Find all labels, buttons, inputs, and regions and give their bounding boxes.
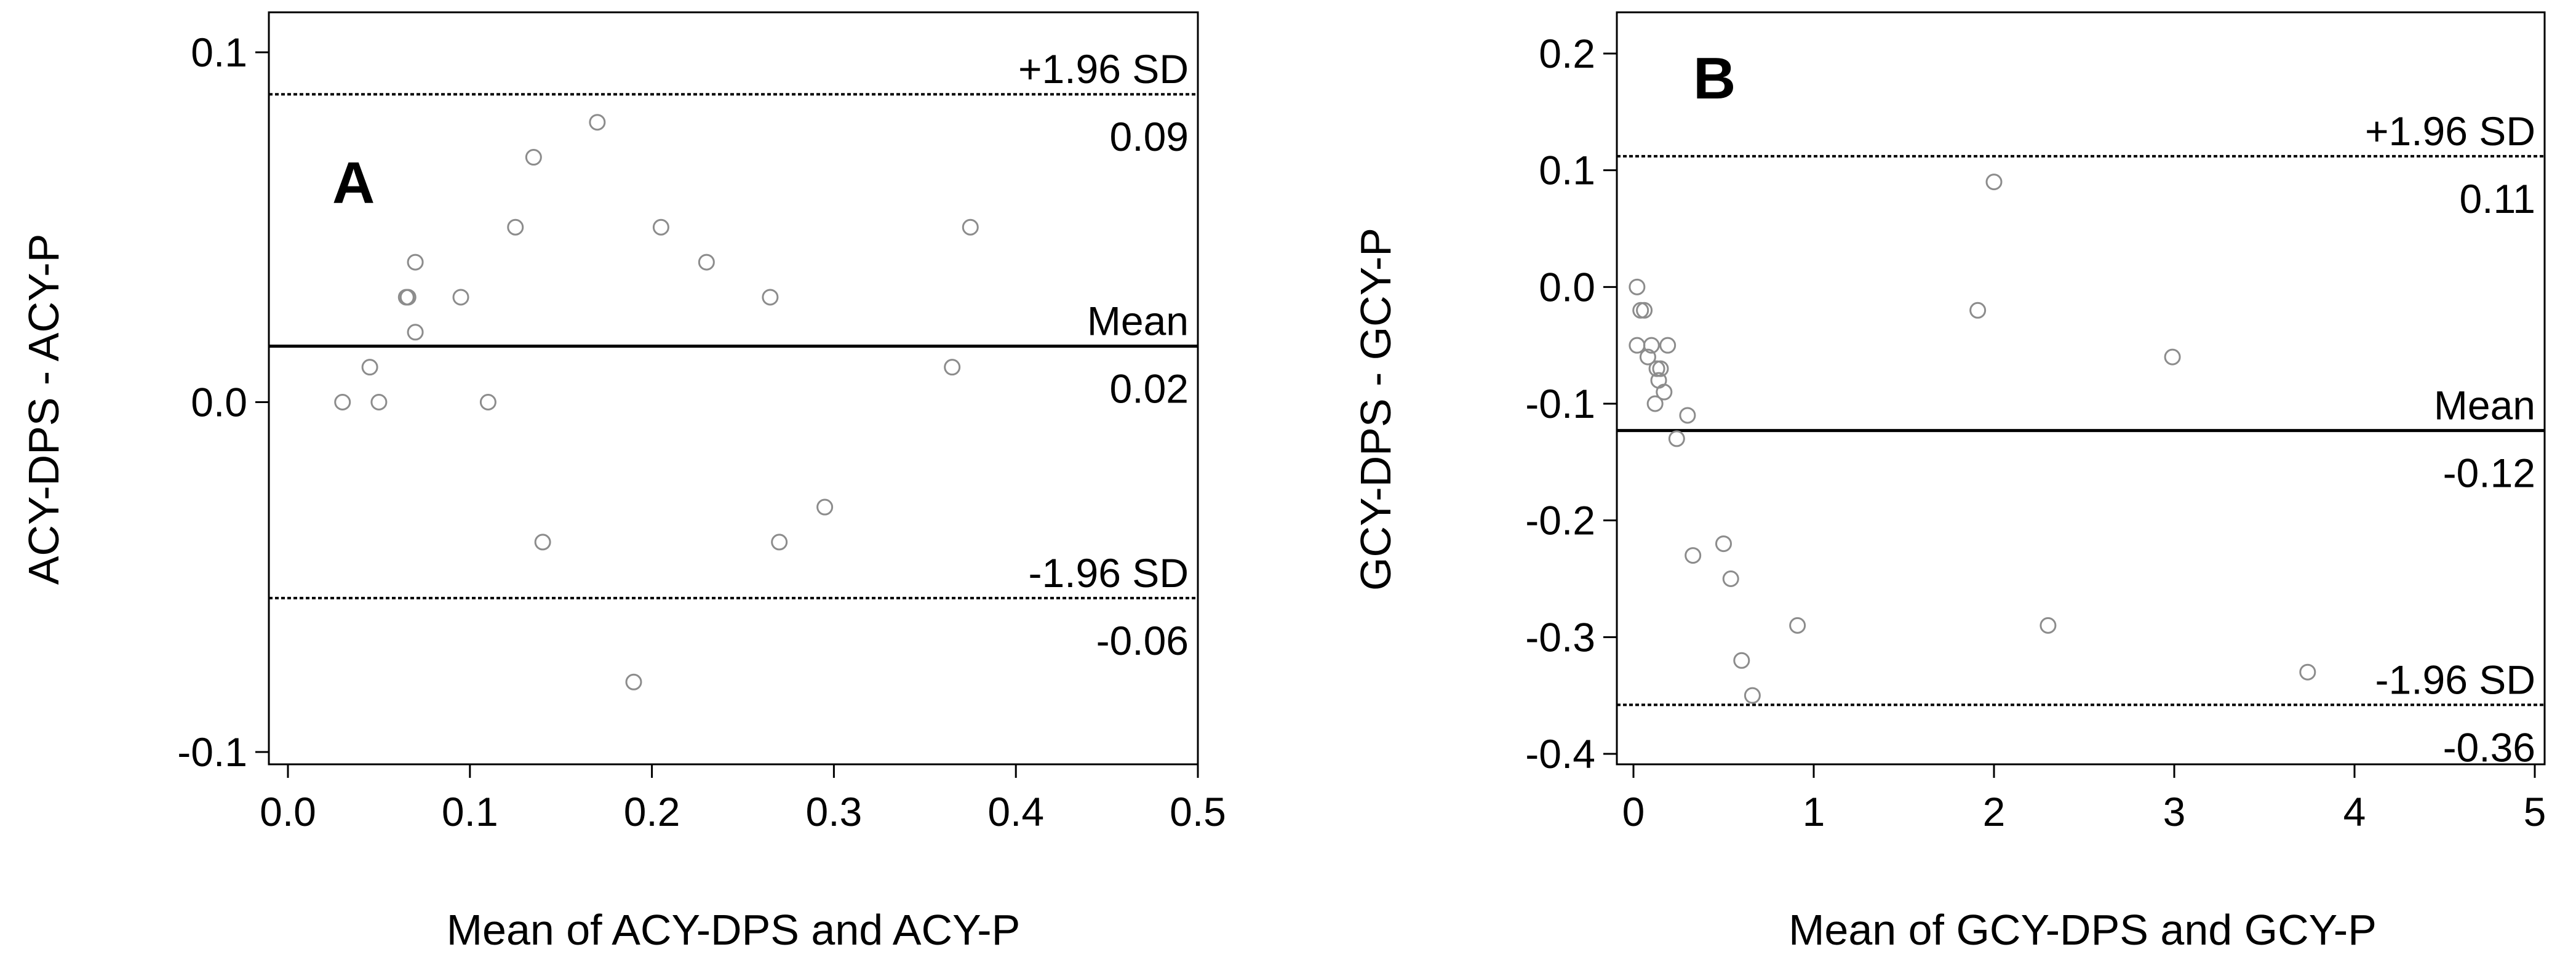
panel-b-x-tick-label: 0 — [1622, 789, 1645, 834]
panel-b-x-tick-label: 4 — [2343, 789, 2366, 834]
panel-b-data-point — [1715, 535, 1732, 553]
panel-b-y-tick-label: -0.3 — [1525, 614, 1595, 660]
panel-a-data-point — [407, 254, 424, 271]
panel-a-lower-sd-value-label: -0.06 — [1096, 618, 1189, 663]
panel-b-lower-sd-value-label: -0.36 — [2443, 724, 2535, 770]
panel-a-data-point — [762, 289, 779, 306]
panel-b-y-tick-label: 0.0 — [1539, 264, 1595, 310]
panel-a-letter: A — [332, 150, 375, 216]
panel-b-data-point — [1985, 174, 2003, 191]
panel-a-chart: 0.0 0.1 0.2 0.3 0.4 0.5 -0.1 0.0 0.1 +1.96 SD 0.0… — [20, 11, 1226, 954]
panel-b-data-point — [1733, 652, 1750, 669]
panel-a-x-tick-label: 0.3 — [806, 789, 863, 834]
panel-a-x-axis-title: Mean of ACY-DPS and ACY-P — [447, 906, 1021, 954]
panel-a-data-point — [507, 218, 524, 236]
panel-a-data-point — [399, 289, 417, 306]
panel-b-data-point — [1722, 570, 1739, 587]
panel-a-data-point — [534, 534, 551, 551]
panel-a-data-point — [407, 324, 424, 341]
panel-a-data-point — [370, 394, 388, 410]
panel-b-lower-sd-name-label: -1.96 SD — [2375, 657, 2535, 702]
panel-b-data-point — [1685, 547, 1702, 564]
panel-b-data-point — [1652, 360, 1669, 377]
panel-a-x-tick-label: 0.2 — [624, 789, 680, 834]
panel-a-x-tick-label: 0.0 — [260, 789, 316, 834]
panel-b-x-axis-title: Mean of GCY-DPS and GCY-P — [1788, 906, 2377, 954]
panel-a-data-point — [334, 394, 351, 410]
panel-b-y-tick-label: -0.2 — [1525, 498, 1595, 543]
panel-b-data-point — [1629, 337, 1646, 354]
panel-a-data-point — [525, 149, 542, 166]
panel-b-y-axis-title: GCY-DPS - GCY-P — [1352, 228, 1400, 591]
panel-b-data-point — [1639, 348, 1656, 366]
panel-a-x-tick-label: 0.5 — [1170, 789, 1226, 834]
panel-a-data-point — [944, 359, 961, 376]
panel-b-upper-sd-name-label: +1.96 SD — [2365, 108, 2535, 154]
panel-b-data-point — [1629, 278, 1646, 295]
panel-b-mean-value-label: -0.12 — [2443, 450, 2535, 496]
panel-b-data-point — [1656, 383, 1673, 401]
panel-a-data-point — [452, 289, 469, 306]
panel-b-data-point — [1679, 407, 1696, 424]
panel-a-lower-sd-name-label: -1.96 SD — [1029, 550, 1189, 596]
panel-b-chart: 0 1 2 3 4 5 -0.4 -0.3 -0.2 -0.1 0.0 0.1 0.2 +1.96 SD… — [1352, 11, 2546, 954]
panel-b-y-tick-label: 0.1 — [1539, 148, 1595, 193]
panel-a-mean-name-label: Mean — [1087, 298, 1189, 344]
panel-b-y-tick-label: 0.2 — [1539, 31, 1595, 76]
panel-b-y-tick-label: -0.4 — [1525, 731, 1595, 777]
panel-a-data-point — [652, 218, 669, 236]
panel-b-mean-name-label: Mean — [2434, 383, 2535, 428]
panel-b-x-tick-label: 2 — [1983, 789, 2006, 834]
panel-a-mean-value-label: 0.02 — [1110, 366, 1189, 412]
panel-a-plot-frame — [268, 11, 1199, 766]
panel-a-data-point — [625, 673, 642, 690]
panel-b-y-tick-label: -0.1 — [1525, 381, 1595, 426]
panel-b-letter: B — [1693, 46, 1736, 111]
panel-b-data-point — [1632, 302, 1649, 319]
panel-b-data-point — [2164, 348, 2181, 366]
panel-a-data-point — [479, 394, 496, 410]
panel-b-x-tick-label: 5 — [2524, 789, 2546, 834]
panel-b-x-tick-label: 1 — [1803, 789, 1825, 834]
panel-a-data-point — [771, 534, 788, 551]
panel-b-data-point — [1636, 302, 1653, 319]
panel-b-data-point — [2040, 617, 2057, 634]
panel-b-data-point — [1643, 337, 1660, 354]
panel-b-data-point — [1668, 430, 1685, 447]
panel-a-data-point — [361, 359, 378, 376]
panel-a-y-tick-label: 0.0 — [191, 380, 247, 425]
panel-a-data-point — [698, 254, 715, 271]
panel-a-data-point — [962, 218, 979, 236]
panel-a-x-tick-label: 0.4 — [987, 789, 1044, 834]
panel-a-y-tick-label: 0.1 — [191, 30, 247, 75]
panel-a-upper-sd-value-label: 0.09 — [1110, 114, 1189, 159]
panel-a-x-tick-label: 0.1 — [442, 789, 498, 834]
panel-b-data-point — [1646, 395, 1664, 412]
panel-a-data-point — [589, 114, 606, 131]
panel-b-data-point — [1659, 337, 1677, 354]
panel-b-data-point — [1969, 302, 1987, 319]
panel-a-y-axis-title: ACY-DPS - ACY-P — [20, 234, 68, 585]
panel-a-y-tick-label: -0.1 — [177, 729, 247, 775]
panel-b-data-point — [1744, 687, 1761, 704]
panel-b-data-point — [1789, 617, 1806, 634]
panel-b-x-tick-label: 3 — [2163, 789, 2186, 834]
panel-b-plot-frame — [1616, 11, 2546, 766]
panel-a-data-point — [816, 498, 834, 516]
panel-b-upper-sd-value-label: 0.11 — [2459, 176, 2535, 222]
panel-b-data-point — [2299, 663, 2316, 681]
panel-a-upper-sd-name-label: +1.96 SD — [1018, 46, 1189, 92]
